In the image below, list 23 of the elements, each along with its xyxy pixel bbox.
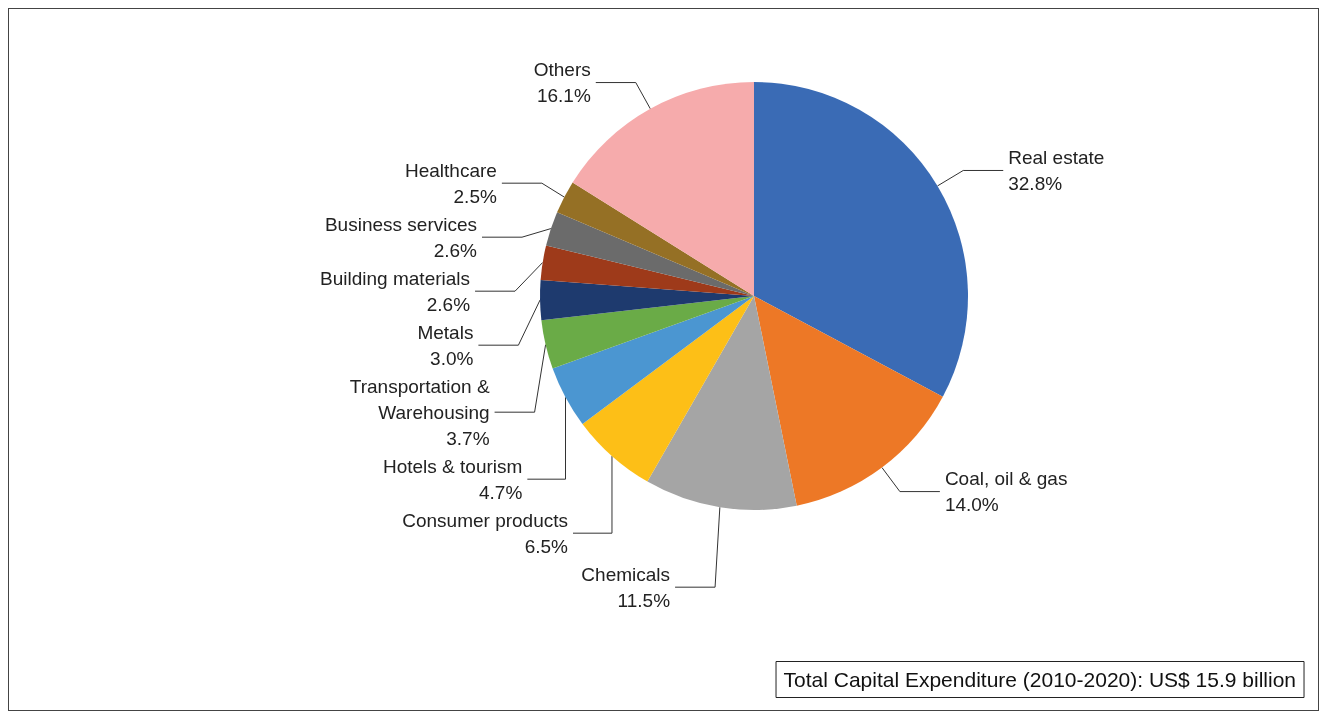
data-label: 2.5% bbox=[453, 185, 497, 207]
slice-label: Healthcare bbox=[404, 159, 497, 181]
data-label: 6.5% bbox=[524, 535, 569, 557]
slice-label: Others bbox=[533, 59, 591, 81]
data-label: 2.6% bbox=[433, 239, 478, 261]
slice-label: Coal, oil & gas bbox=[944, 468, 1068, 490]
slice-label: Business services bbox=[324, 213, 477, 235]
slice-label: Building materials bbox=[320, 267, 471, 289]
slice-label: Transportation & Warehousing bbox=[349, 375, 490, 423]
slice-label: Metals bbox=[417, 321, 474, 343]
data-label: 4.7% bbox=[479, 481, 523, 503]
text: Total Capital Expenditure (2010-2020): US$ 15.9 billion bbox=[783, 668, 1296, 691]
data-label: 2.6% bbox=[426, 293, 471, 315]
slice-label: Hotels & tourism bbox=[382, 455, 523, 477]
slice-label: Chemicals bbox=[581, 563, 671, 585]
data-label: 3.0% bbox=[430, 347, 474, 369]
data-label: 3.7% bbox=[446, 427, 490, 449]
data-label: 32.8% bbox=[1008, 172, 1063, 194]
data-label: 16.1% bbox=[536, 85, 591, 107]
slice-label: Real estate bbox=[1008, 146, 1105, 168]
data-label: 11.5% bbox=[617, 589, 671, 611]
slice-label: Consumer products bbox=[402, 509, 568, 531]
data-label: 14.0% bbox=[944, 494, 999, 516]
